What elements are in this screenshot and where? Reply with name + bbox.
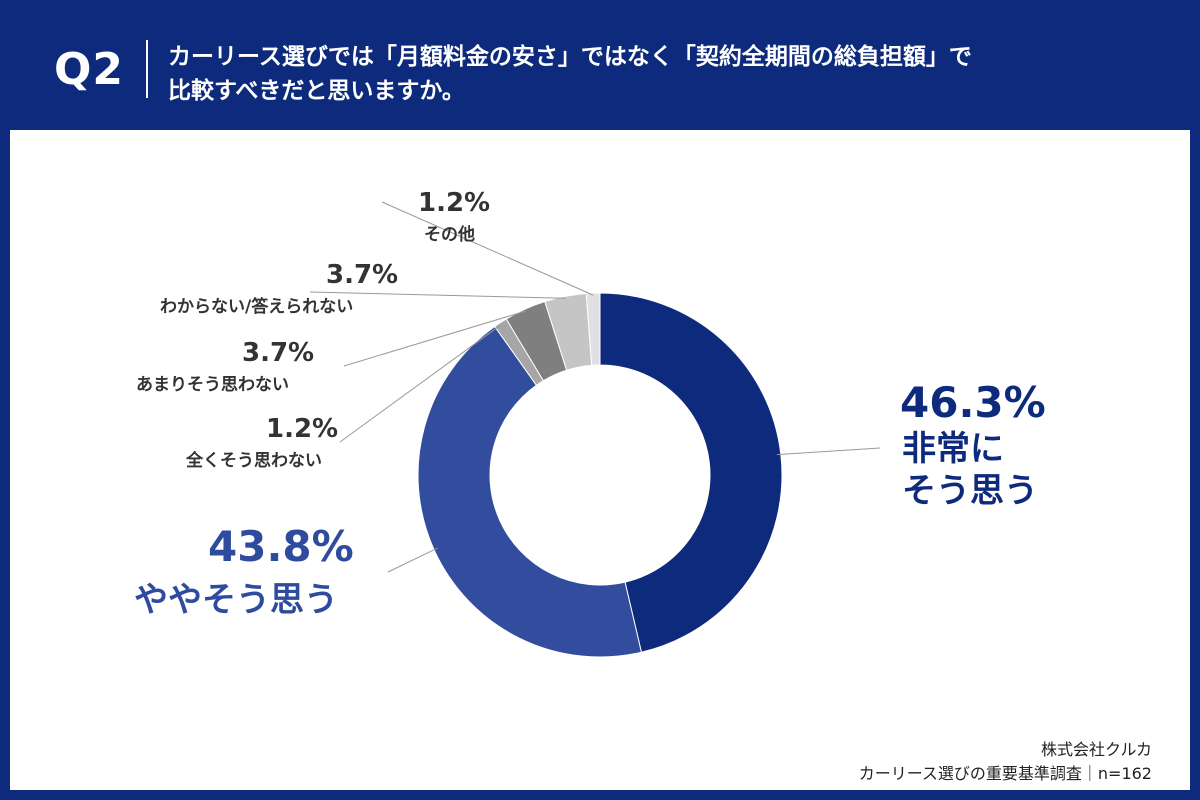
leader-line-dont-know	[309, 291, 566, 299]
slice-label-name-strongly-agree: 非常に そう思う	[902, 428, 1038, 512]
question-title-line2: 比較すべきだと思いますか。	[168, 78, 465, 104]
slice-label-name-strongly-agree-line2: そう思う	[902, 471, 1038, 511]
slice-label-pct-strongly-disagree: 1.2%	[266, 414, 339, 444]
leader-line-somewhat-disagree	[343, 310, 527, 367]
leader-line-strongly-agree	[776, 447, 881, 456]
donut-chart	[309, 201, 881, 658]
slice-label-name-strongly-disagree: 全くそう思わない	[186, 451, 322, 471]
slice-label-pct-dont-know: 3.7%	[326, 260, 399, 290]
slice-label-name-dont-know: わからない/答えられない	[160, 297, 354, 317]
slice-label-pct-somewhat-agree: 43.8%	[208, 522, 354, 571]
leader-line-other	[381, 201, 594, 296]
header-divider	[146, 40, 148, 98]
question-number: Q2	[54, 44, 125, 95]
slice-label-name-somewhat-agree: ややそう思う	[134, 580, 338, 620]
footer-survey: カーリース選びの重要基準調査｜n=162	[858, 764, 1152, 783]
slice-label-pct-other: 1.2%	[418, 188, 491, 218]
donut-slice-other	[585, 292, 601, 366]
slice-label-name-strongly-agree-line1: 非常に	[902, 429, 1004, 469]
question-title: カーリース選びでは「月額料金の安さ」ではなく「契約全期間の総負担額」で 比較すべ…	[168, 40, 1168, 108]
slice-label-pct-somewhat-disagree: 3.7%	[242, 338, 315, 368]
donut-slice-strongly-agree	[599, 292, 783, 653]
slice-label-name-other: その他	[424, 225, 475, 245]
footer-company: 株式会社クルカ	[1040, 740, 1152, 759]
question-title-line1: カーリース選びでは「月額料金の安さ」ではなく「契約全期間の総負担額」で	[168, 44, 972, 70]
chart-panel: 46.3% 非常に そう思う 43.8% ややそう思う 1.2% 全くそう思わな…	[10, 130, 1190, 790]
slice-label-pct-strongly-agree: 46.3%	[900, 378, 1046, 427]
leader-line-somewhat-agree	[387, 547, 438, 573]
slice-label-name-somewhat-disagree: あまりそう思わない	[136, 375, 289, 395]
header: Q2 カーリース選びでは「月額料金の安さ」ではなく「契約全期間の総負担額」で 比…	[0, 0, 1200, 130]
leader-line-strongly-disagree	[339, 323, 502, 443]
